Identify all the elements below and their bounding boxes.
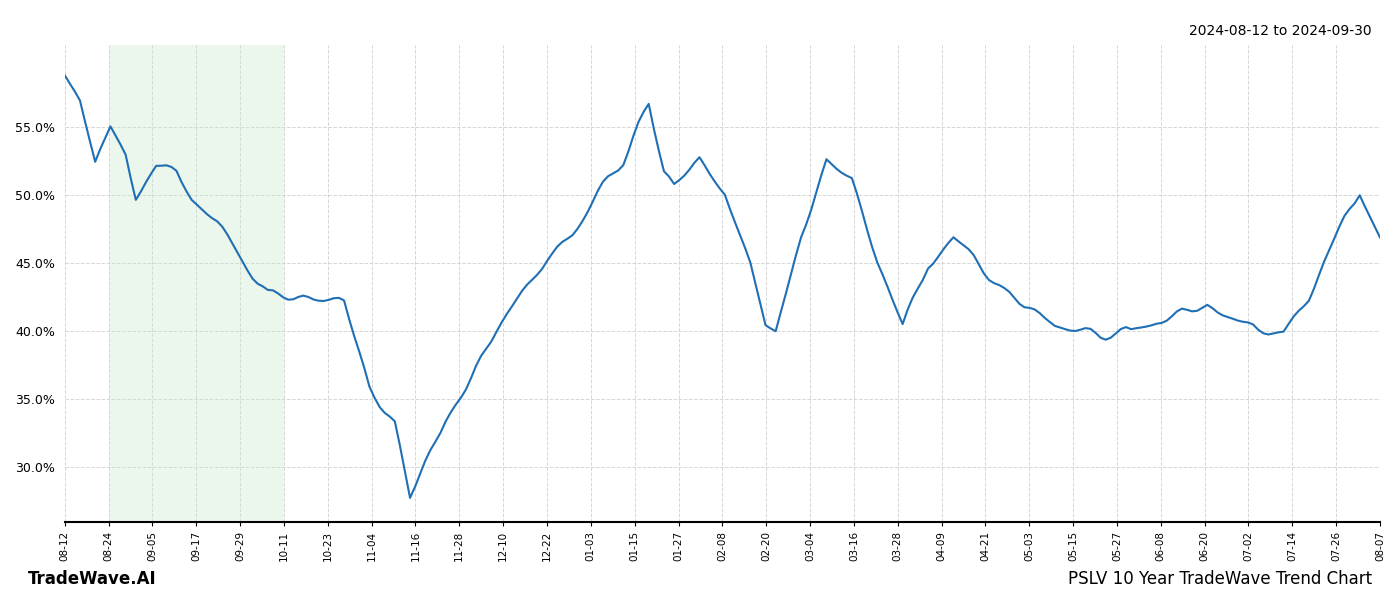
Text: TradeWave.AI: TradeWave.AI	[28, 570, 157, 588]
Text: 2024-08-12 to 2024-09-30: 2024-08-12 to 2024-09-30	[1190, 24, 1372, 38]
Bar	[109, 45, 284, 522]
Text: PSLV 10 Year TradeWave Trend Chart: PSLV 10 Year TradeWave Trend Chart	[1068, 570, 1372, 588]
